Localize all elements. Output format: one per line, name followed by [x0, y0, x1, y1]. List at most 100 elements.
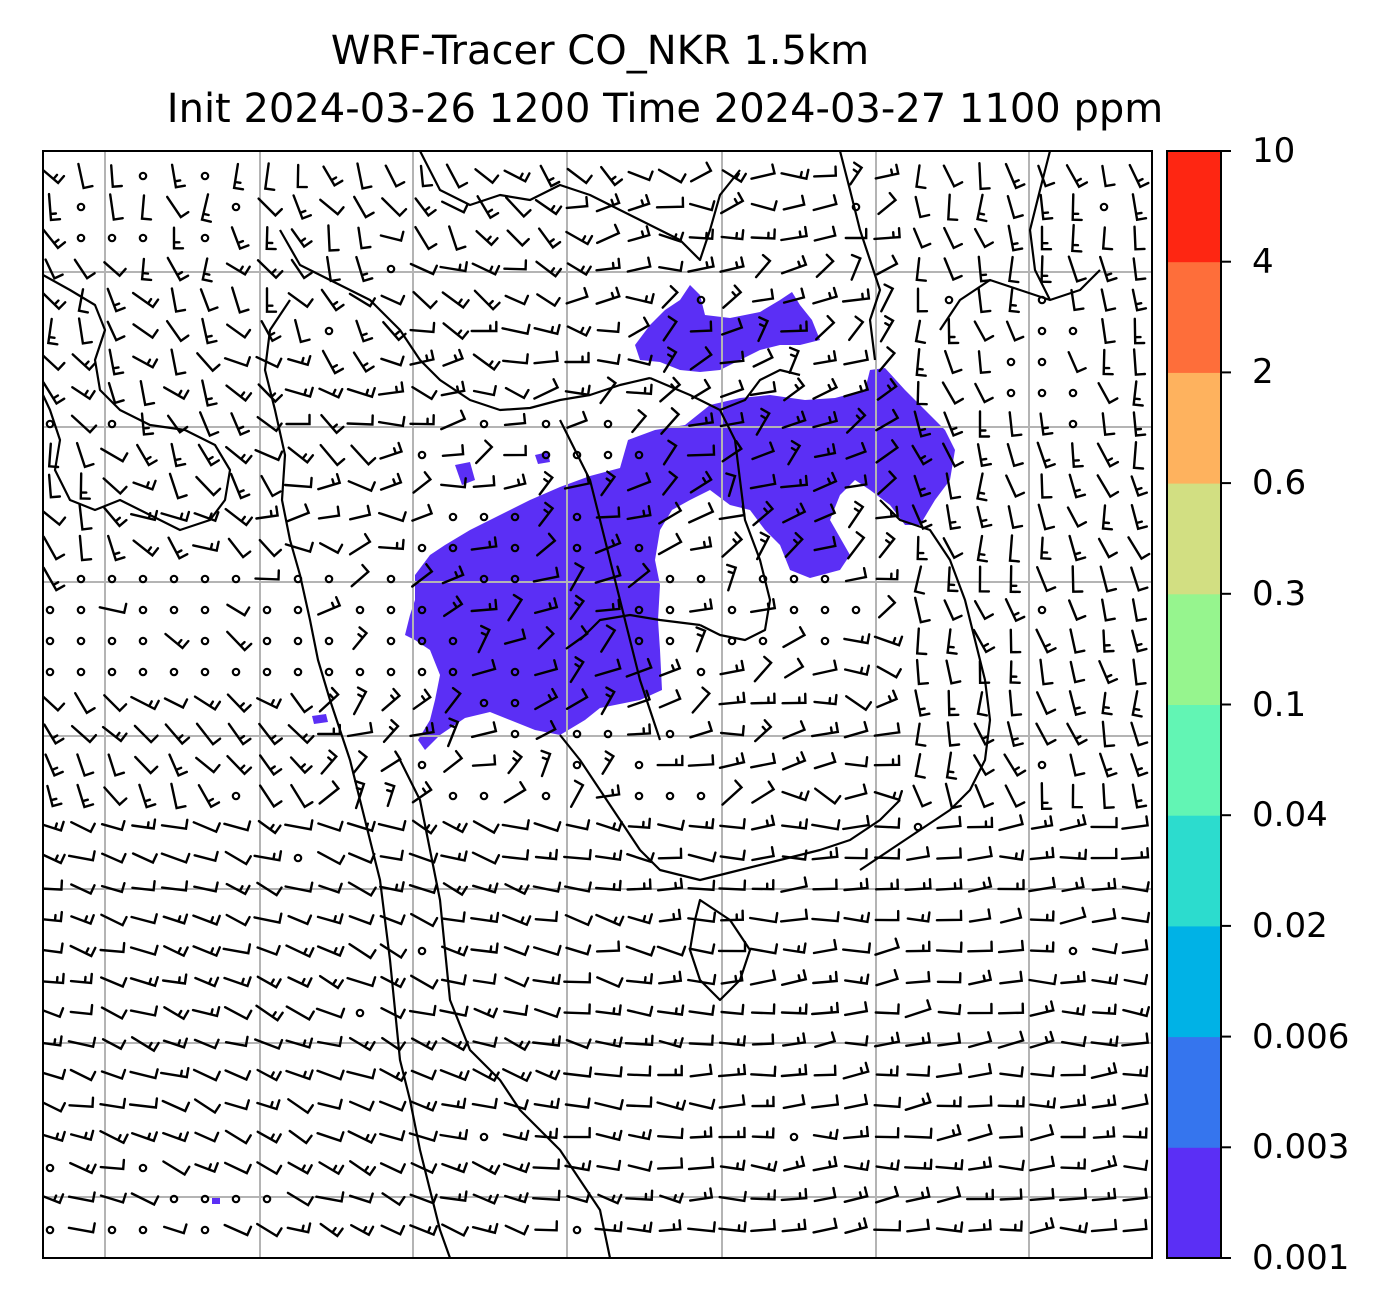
wind-barb — [720, 970, 744, 985]
wind-barb — [347, 1130, 377, 1145]
wind-barb — [844, 567, 868, 583]
wind-barb — [974, 784, 994, 809]
calm-wind-marker — [138, 171, 148, 181]
wind-barb — [687, 754, 715, 767]
wind-barb — [812, 970, 838, 985]
colorbar-tick-label: 0.3 — [1252, 573, 1307, 614]
wind-barb — [472, 385, 497, 397]
wind-barb — [843, 1186, 869, 1203]
wind-barb — [380, 975, 406, 989]
wind-barb — [289, 756, 313, 775]
wind-barb — [657, 168, 687, 184]
calm-wind-marker — [665, 729, 675, 739]
wind-barb — [625, 383, 653, 396]
wind-barb — [327, 224, 340, 252]
wind-barb — [626, 852, 655, 864]
calm-wind-marker — [1006, 388, 1016, 398]
wind-barb — [721, 440, 743, 463]
wind-barb — [720, 379, 745, 399]
wind-barb — [978, 565, 991, 593]
wind-barb — [225, 384, 253, 403]
wind-barb — [1028, 876, 1056, 893]
wind-barb — [935, 1159, 964, 1171]
wind-barb — [346, 387, 376, 399]
calm-wind-marker — [1006, 357, 1016, 367]
wind-barb — [943, 257, 963, 282]
wind-barb — [659, 658, 682, 677]
wind-barb — [255, 505, 279, 520]
wind-barb — [68, 1096, 95, 1108]
wind-barb — [943, 411, 964, 437]
wind-barb — [539, 164, 561, 188]
wind-barb — [534, 1220, 558, 1232]
wind-barb — [842, 942, 871, 954]
wind-barb — [973, 320, 995, 343]
wind-barb — [594, 849, 623, 862]
calm-wind-marker — [572, 450, 582, 460]
calm-wind-marker — [1037, 605, 1047, 615]
wind-barb — [532, 1035, 561, 1047]
wind-barb — [411, 385, 438, 401]
wind-barb — [288, 1129, 313, 1145]
calm-wind-marker — [169, 605, 179, 615]
wind-barb — [1090, 1035, 1119, 1047]
wind-barb — [906, 1218, 931, 1233]
wind-barb — [915, 164, 927, 190]
wind-barb — [1130, 475, 1148, 498]
wind-barb — [563, 1003, 591, 1015]
wind-barb — [101, 1038, 127, 1051]
wind-barb — [781, 410, 807, 429]
wind-barb — [750, 814, 776, 831]
wind-barb — [445, 163, 469, 189]
wind-barb — [813, 1186, 837, 1203]
wind-barb — [200, 193, 212, 223]
wind-barb — [1101, 598, 1116, 622]
wind-barb — [689, 1126, 713, 1139]
wind-barb — [719, 659, 745, 676]
wind-barb — [504, 1224, 530, 1236]
wind-barb — [1068, 473, 1087, 499]
wind-barb — [657, 1127, 684, 1140]
wind-barb — [914, 753, 926, 779]
wind-barb — [750, 598, 777, 614]
wind-barb — [936, 972, 962, 984]
wind-barb — [319, 542, 344, 555]
wind-barb — [966, 816, 994, 829]
wind-barb — [750, 1160, 778, 1173]
wind-barb — [354, 780, 366, 810]
wind-barb — [100, 913, 128, 927]
wind-barb — [503, 628, 527, 645]
wind-barb — [595, 879, 622, 892]
wind-barb — [353, 195, 375, 219]
wind-barb — [99, 1158, 126, 1171]
wind-barb — [1071, 223, 1083, 253]
wind-barb — [533, 323, 561, 336]
wind-barb — [780, 474, 809, 489]
wind-barb — [945, 751, 958, 780]
wind-barb — [878, 594, 897, 619]
wind-barb — [1037, 503, 1056, 531]
wind-barb — [441, 911, 466, 923]
calm-wind-marker — [76, 202, 86, 212]
wind-barb — [914, 689, 931, 717]
wind-barb — [873, 754, 901, 767]
wind-barb — [689, 598, 714, 613]
wind-barb — [875, 408, 900, 432]
calm-wind-marker — [851, 605, 861, 615]
wind-barb — [717, 1063, 747, 1078]
calm-wind-marker — [386, 605, 396, 615]
wind-barb — [874, 163, 900, 180]
wind-barb — [661, 285, 679, 309]
calm-wind-marker — [386, 264, 396, 274]
wind-barb — [1006, 721, 1024, 748]
wind-barb — [913, 410, 932, 438]
wind-barb — [1040, 225, 1053, 251]
wind-barb — [688, 1034, 714, 1046]
wind-barb — [916, 380, 928, 406]
wind-barb — [534, 848, 558, 861]
wind-barb — [782, 942, 807, 954]
wind-barb — [285, 1037, 314, 1049]
wind-barb — [442, 882, 468, 897]
calm-wind-marker — [417, 450, 427, 460]
wind-barb — [627, 194, 651, 212]
